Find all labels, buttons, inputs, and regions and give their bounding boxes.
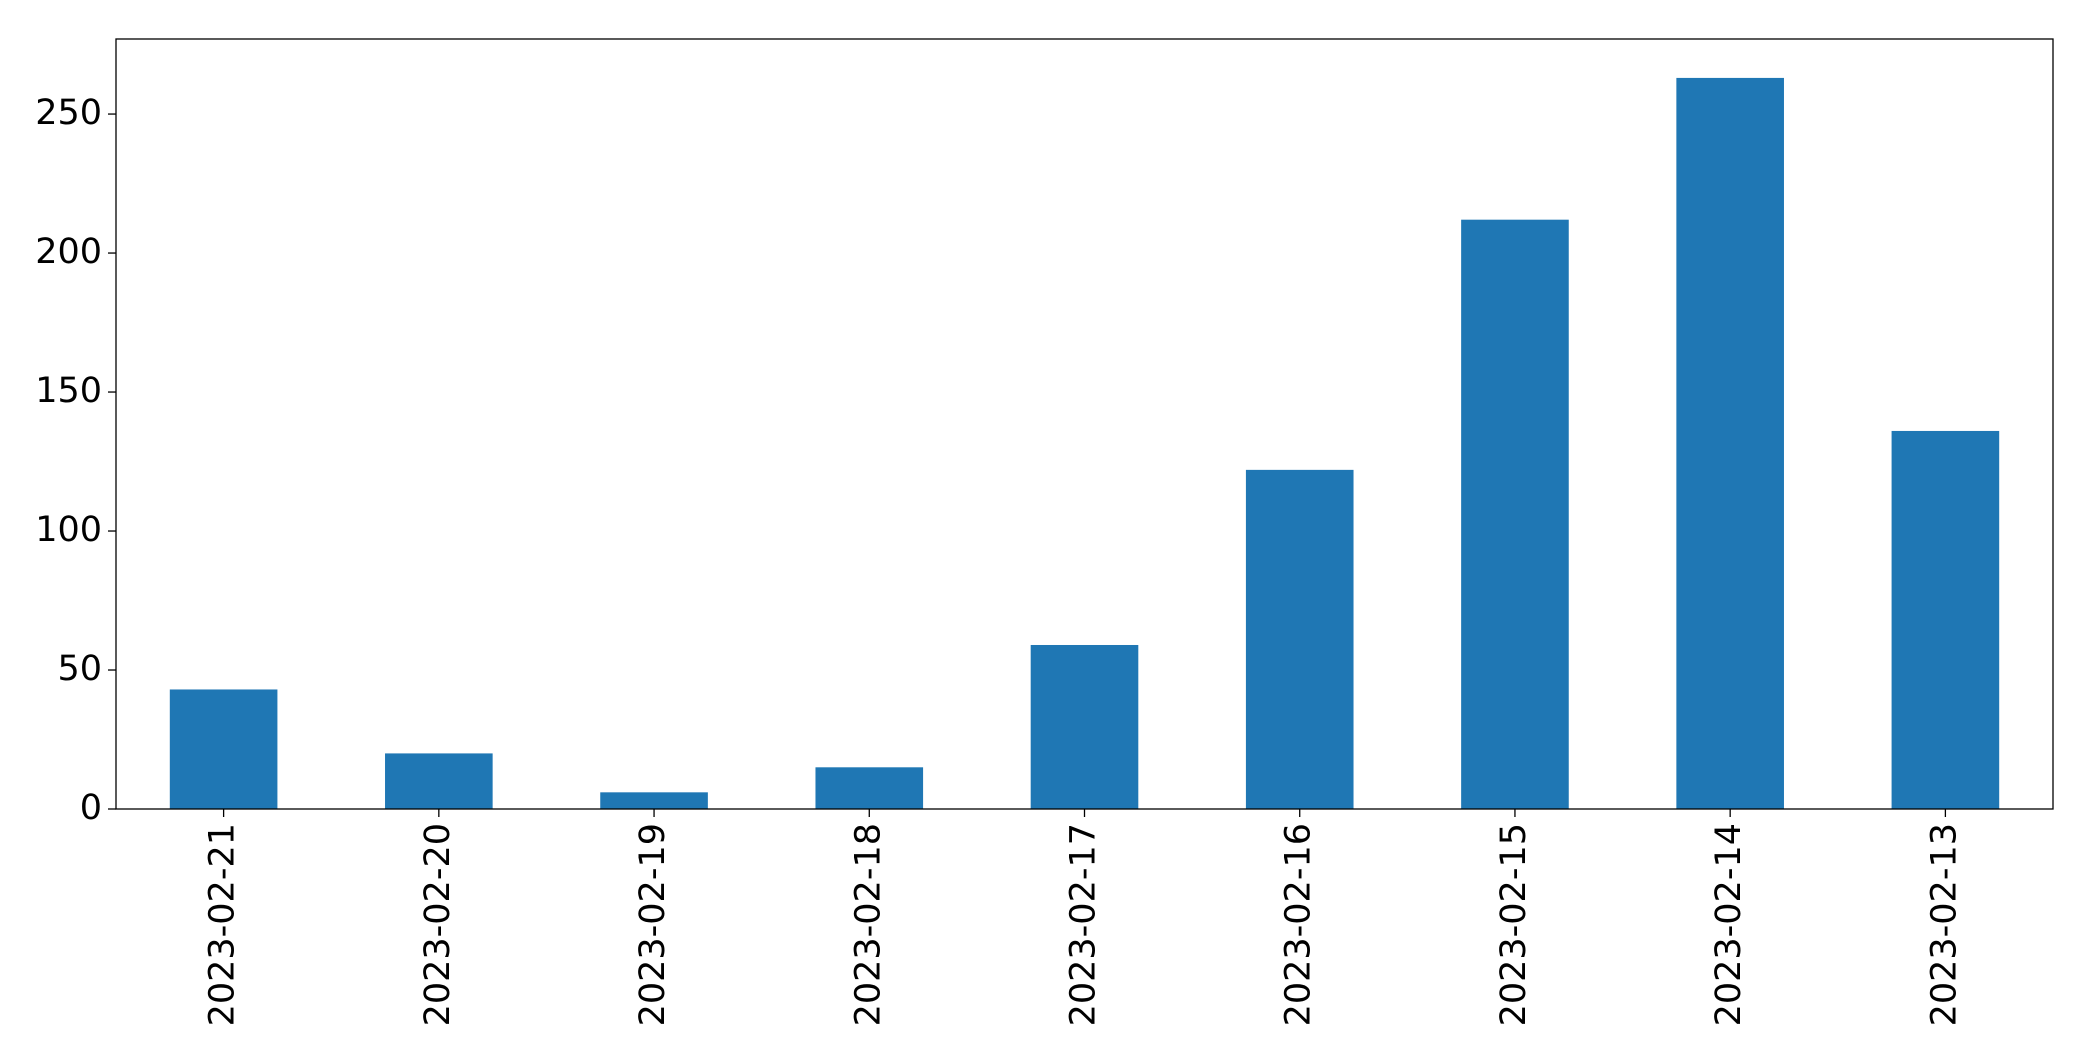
bar [1891,430,2000,809]
bar [1461,219,1569,809]
bar [815,767,924,809]
bar [1030,644,1139,809]
x-tick-label: 2023-02-18 [848,823,888,1026]
y-tick-label: 0 [80,788,102,828]
x-tick-label: 2023-02-19 [633,823,673,1026]
x-tick-label: 2023-02-21 [203,823,243,1026]
x-tick-label: 2023-02-17 [1064,823,1104,1026]
y-tick-label: 200 [35,232,102,272]
bar [169,689,278,809]
plot-frame [115,38,2054,810]
bar [1245,469,1354,809]
x-tick-label: 2023-02-14 [1709,823,1749,1026]
y-tick-label: 50 [57,649,102,689]
x-tick-label: 2023-02-20 [418,823,458,1026]
x-tick-label: 2023-02-13 [1924,823,1964,1026]
x-tick-label: 2023-02-15 [1494,823,1534,1026]
bar [385,753,493,809]
bar [600,792,708,809]
x-tick-label: 2023-02-16 [1279,823,1319,1026]
bar [1676,77,1784,809]
y-tick-label: 100 [35,510,102,550]
y-tick-label: 250 [35,93,102,133]
y-tick-label: 150 [35,371,102,411]
